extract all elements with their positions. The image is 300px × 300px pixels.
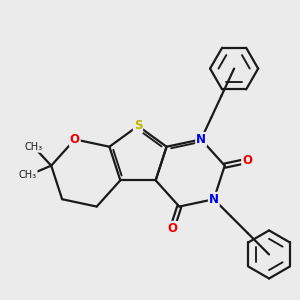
Text: CH₃: CH₃ [25, 142, 43, 152]
Text: N: N [196, 133, 206, 146]
Text: O: O [167, 222, 177, 235]
Text: O: O [70, 133, 80, 146]
Text: S: S [134, 119, 142, 133]
Text: N: N [209, 193, 219, 206]
Text: O: O [242, 154, 252, 167]
Text: CH₃: CH₃ [19, 170, 37, 181]
